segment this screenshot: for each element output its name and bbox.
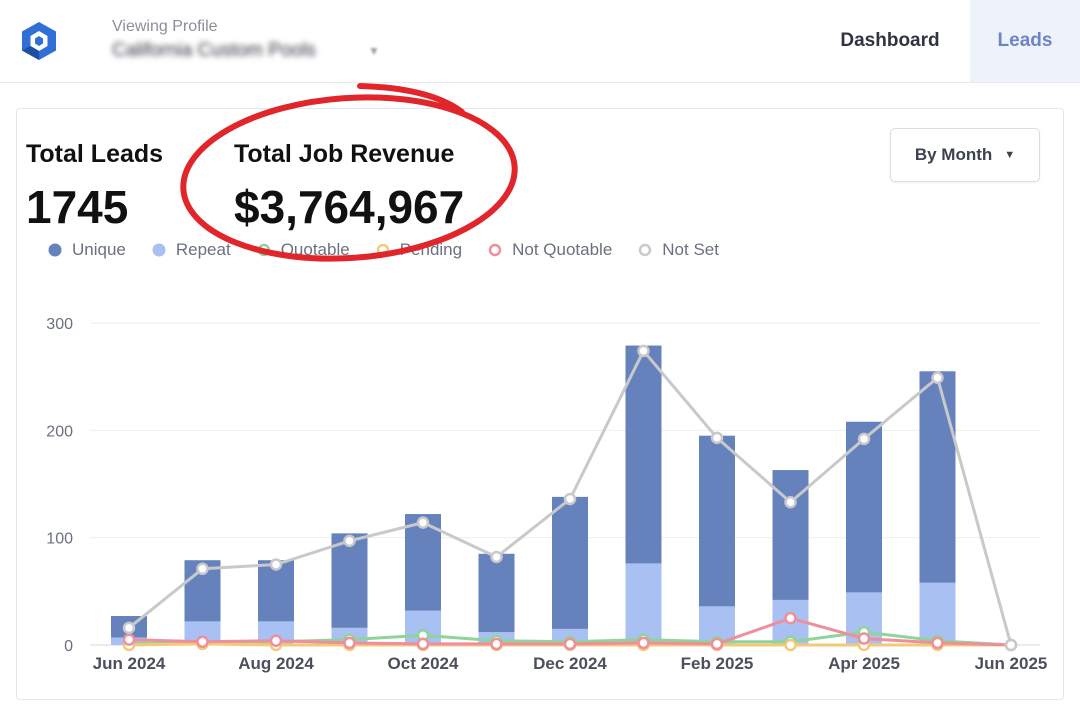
bar-repeat (258, 621, 294, 645)
point-not-quotable (196, 635, 209, 649)
bar-unique (478, 553, 515, 633)
point-not-quotable (269, 634, 283, 647)
x-tick-label: Jun 2025 (975, 654, 1048, 673)
point-not-set (784, 495, 797, 509)
bar-unique (331, 533, 368, 628)
point-not-quotable (784, 611, 797, 625)
point-not-quotable (637, 636, 650, 650)
bar-unique (405, 514, 441, 611)
y-tick-label: 200 (46, 423, 73, 440)
profile-selector[interactable]: California Custom Pools (112, 40, 316, 61)
point-not-set (710, 431, 724, 445)
x-tick-label: Aug 2024 (238, 654, 314, 673)
legend-item-not-set[interactable]: Not Set (638, 240, 719, 260)
chevron-down-icon[interactable]: ▼ (368, 44, 380, 58)
point-not-quotable (490, 637, 503, 651)
nav-tab-leads[interactable]: Leads (970, 0, 1080, 82)
point-not-quotable (563, 637, 577, 651)
point-not-set (637, 344, 650, 358)
bar-unique (846, 421, 882, 593)
point-pending (784, 638, 797, 652)
legend-label: Unique (72, 240, 126, 259)
point-not-set (122, 621, 136, 635)
legend-label: Not Quotable (512, 240, 613, 259)
point-not-set (269, 558, 283, 571)
point-not-set (1004, 638, 1018, 652)
point-not-set (563, 492, 577, 506)
legend-item-unique[interactable]: Unique (48, 240, 126, 260)
point-not-quotable (710, 637, 724, 651)
x-tick-label: Dec 2024 (533, 654, 607, 673)
point-not-set (931, 371, 944, 384)
top-navigation-bar: Viewing Profile California Custom Pools … (0, 0, 1080, 83)
y-tick-label: 300 (46, 316, 73, 333)
x-tick-label: Feb 2025 (681, 654, 754, 673)
point-not-quotable (931, 636, 944, 650)
period-select-label: By Month (914, 145, 993, 164)
point-not-quotable (122, 633, 136, 646)
x-tick-label: Apr 2025 (828, 654, 900, 673)
bar-unique (552, 496, 588, 629)
point-not-set (490, 550, 503, 564)
caret-down-icon: ▼ (1004, 149, 1016, 161)
total-leads-label: Total Leads (26, 140, 164, 168)
legend-label: Not Set (662, 240, 719, 259)
y-tick-label: 100 (46, 531, 73, 548)
x-tick-label: Jun 2024 (93, 654, 166, 673)
bar-unique (625, 345, 662, 564)
nav-tab-dashboard[interactable]: Dashboard (840, 30, 940, 51)
point-not-set (343, 534, 356, 548)
period-select[interactable]: By Month ▼ (890, 128, 1040, 182)
point-not-set (416, 516, 430, 529)
hexagon-logo-icon[interactable] (18, 20, 60, 62)
total-leads-value: 1745 (26, 181, 129, 233)
profile-caption: Viewing Profile (112, 18, 218, 35)
point-not-set (196, 562, 209, 576)
x-tick-label: Oct 2024 (388, 654, 459, 673)
legend-swatch-icon (152, 243, 166, 257)
legend-swatch-icon (639, 243, 652, 257)
point-not-quotable (857, 632, 871, 645)
legend-swatch-icon (48, 243, 62, 257)
point-not-quotable (416, 637, 430, 651)
point-not-set (857, 432, 871, 446)
bar-repeat (625, 563, 662, 645)
point-not-quotable (343, 636, 356, 650)
bar-unique (699, 435, 735, 607)
bar-repeat (184, 621, 221, 645)
y-tick-label: 0 (64, 638, 73, 655)
bar-unique (919, 371, 956, 583)
